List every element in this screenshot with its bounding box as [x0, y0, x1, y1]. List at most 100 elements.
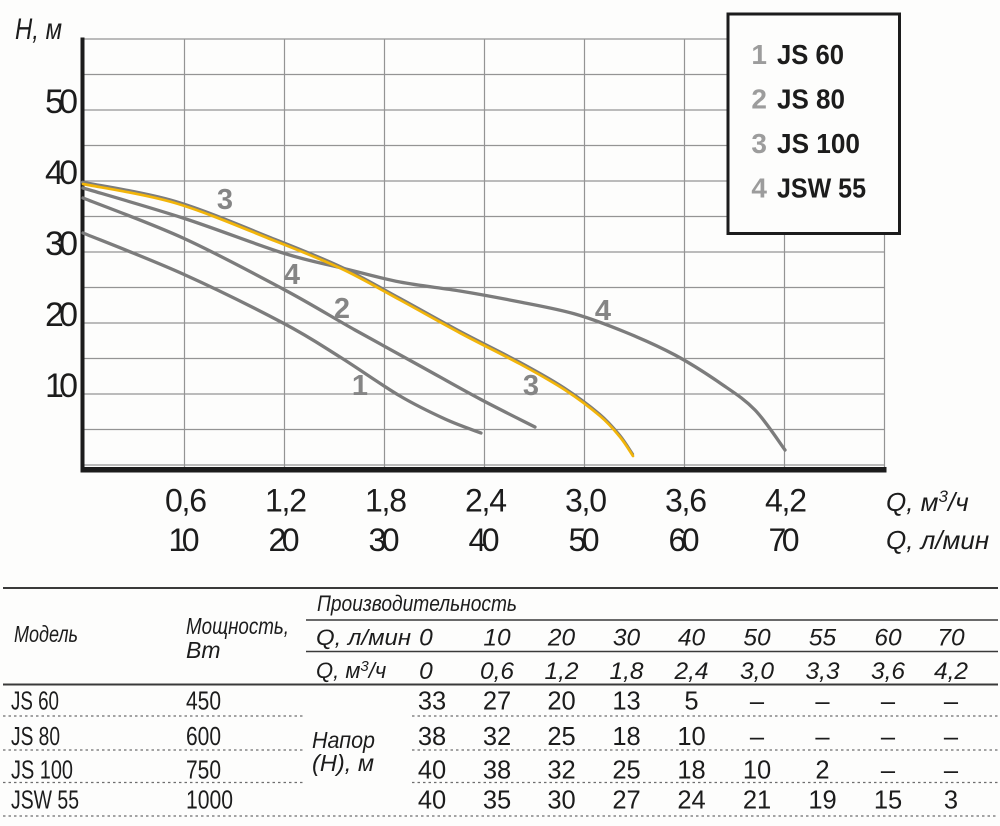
svg-text:2,4: 2,4	[465, 483, 507, 519]
svg-text:70: 70	[937, 625, 965, 652]
svg-text:18: 18	[677, 757, 705, 785]
svg-text:2: 2	[334, 293, 350, 325]
svg-text:40: 40	[418, 787, 446, 815]
svg-text:4: 4	[284, 259, 300, 291]
svg-text:20: 20	[269, 522, 300, 558]
svg-text:13: 13	[612, 688, 640, 716]
svg-text:0: 0	[419, 625, 433, 652]
svg-text:–: –	[944, 757, 959, 785]
svg-text:25: 25	[612, 757, 640, 785]
svg-text:4: 4	[751, 173, 767, 204]
svg-text:0,6: 0,6	[165, 483, 207, 519]
svg-text:–: –	[815, 723, 830, 751]
svg-text:(Н), м: (Н), м	[312, 750, 374, 776]
svg-text:3,0: 3,0	[565, 483, 607, 519]
svg-text:33: 33	[418, 688, 446, 716]
svg-text:JS 60: JS 60	[11, 688, 59, 716]
svg-text:10: 10	[169, 522, 200, 558]
svg-text:10: 10	[677, 723, 705, 751]
svg-text:Q, л/мин: Q, л/мин	[886, 525, 989, 555]
svg-text:20: 20	[45, 296, 78, 334]
svg-text:27: 27	[483, 688, 511, 716]
svg-text:–: –	[944, 688, 959, 716]
svg-text:450: 450	[186, 688, 221, 716]
svg-text:3: 3	[944, 787, 958, 815]
svg-text:19: 19	[808, 787, 836, 815]
svg-text:25: 25	[547, 723, 575, 751]
svg-text:2,4: 2,4	[673, 658, 708, 685]
svg-text:30: 30	[613, 625, 641, 652]
svg-text:H, м: H, м	[15, 13, 62, 46]
svg-text:Q, м3/ч: Q, м3/ч	[886, 487, 969, 517]
svg-text:4: 4	[595, 295, 611, 327]
svg-text:50: 50	[743, 625, 771, 652]
svg-text:JS 100: JS 100	[11, 757, 73, 785]
svg-text:1,2: 1,2	[544, 658, 578, 685]
svg-text:1,2: 1,2	[265, 483, 307, 519]
svg-text:2: 2	[751, 84, 767, 115]
svg-text:50: 50	[569, 522, 600, 558]
svg-text:24: 24	[677, 787, 705, 815]
svg-text:30: 30	[45, 225, 78, 263]
svg-text:3,6: 3,6	[665, 483, 707, 519]
svg-text:JS 80: JS 80	[11, 723, 60, 751]
svg-text:27: 27	[612, 787, 640, 815]
svg-text:JS 80: JS 80	[777, 84, 845, 115]
svg-text:Q, л/мин: Q, л/мин	[316, 625, 411, 650]
svg-text:21: 21	[743, 787, 771, 815]
svg-text:70: 70	[769, 522, 800, 558]
svg-text:10: 10	[483, 625, 511, 652]
svg-text:3,6: 3,6	[871, 658, 905, 685]
svg-text:0,6: 0,6	[480, 658, 514, 685]
svg-text:Напор: Напор	[312, 727, 375, 753]
svg-text:–: –	[750, 723, 765, 751]
svg-text:JSW 55: JSW 55	[11, 787, 79, 815]
svg-text:–: –	[815, 688, 830, 716]
svg-text:–: –	[881, 757, 896, 785]
svg-text:4,2: 4,2	[765, 483, 807, 519]
svg-text:1: 1	[751, 39, 767, 70]
svg-text:Мощность,: Мощность,	[186, 613, 289, 639]
svg-text:50: 50	[45, 83, 78, 121]
svg-text:35: 35	[483, 787, 511, 815]
svg-text:3: 3	[217, 184, 233, 216]
svg-text:55: 55	[809, 625, 837, 652]
svg-text:JSW 55: JSW 55	[777, 173, 866, 204]
svg-text:1000: 1000	[186, 787, 233, 815]
svg-text:32: 32	[547, 757, 575, 785]
svg-text:–: –	[944, 723, 959, 751]
svg-text:38: 38	[418, 723, 446, 751]
svg-text:1,8: 1,8	[365, 483, 407, 519]
svg-text:20: 20	[547, 688, 575, 716]
svg-text:4,2: 4,2	[934, 658, 968, 685]
svg-text:38: 38	[483, 757, 511, 785]
svg-text:2: 2	[815, 757, 829, 785]
svg-text:40: 40	[678, 625, 706, 652]
svg-text:20: 20	[547, 625, 576, 652]
svg-text:Q, м3/ч: Q, м3/ч	[316, 658, 386, 683]
svg-text:750: 750	[186, 757, 221, 785]
svg-text:40: 40	[418, 757, 446, 785]
svg-text:–: –	[881, 688, 896, 716]
svg-text:10: 10	[743, 757, 771, 785]
svg-text:40: 40	[469, 522, 500, 558]
svg-text:60: 60	[874, 625, 902, 652]
svg-text:15: 15	[874, 787, 902, 815]
svg-text:JS 60: JS 60	[777, 39, 844, 70]
svg-text:1,8: 1,8	[609, 658, 643, 685]
svg-text:3,0: 3,0	[740, 658, 774, 685]
svg-text:10: 10	[45, 367, 78, 405]
svg-text:1: 1	[352, 370, 368, 402]
svg-text:30: 30	[547, 787, 575, 815]
svg-text:Модель: Модель	[14, 621, 78, 647]
svg-text:JS 100: JS 100	[777, 128, 860, 159]
svg-text:–: –	[881, 723, 896, 751]
svg-text:18: 18	[612, 723, 640, 751]
svg-text:3,3: 3,3	[805, 658, 839, 685]
svg-text:5: 5	[684, 688, 698, 716]
svg-text:600: 600	[186, 723, 221, 751]
svg-text:60: 60	[669, 522, 700, 558]
svg-text:–: –	[750, 688, 765, 716]
svg-text:30: 30	[369, 522, 400, 558]
svg-text:32: 32	[483, 723, 511, 751]
